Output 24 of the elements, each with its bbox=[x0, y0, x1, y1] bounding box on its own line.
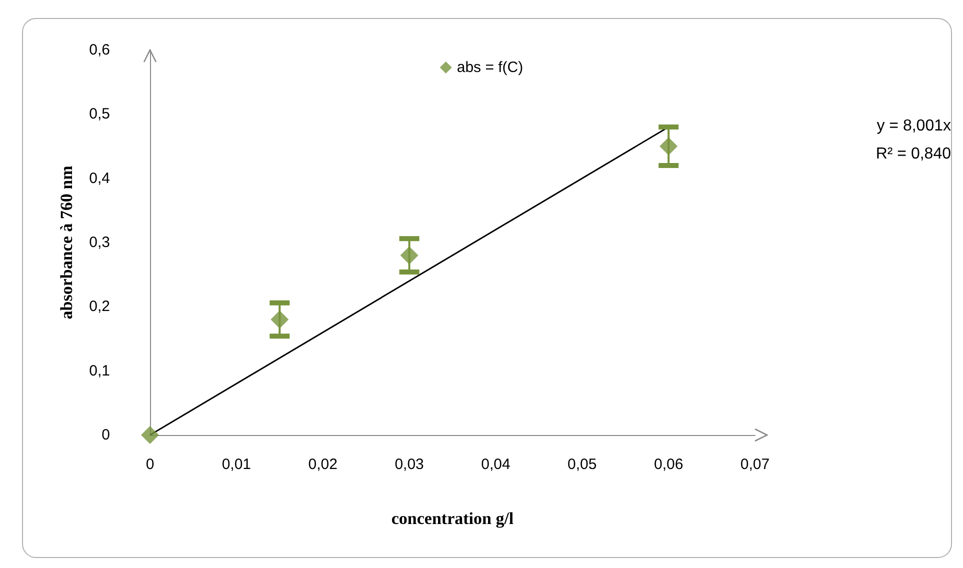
point bbox=[400, 246, 418, 264]
x-tick-label: 0,05 bbox=[568, 456, 597, 473]
y-axis-title: absorbance à 760 nm bbox=[57, 166, 76, 320]
y-tick-label: 0,2 bbox=[89, 298, 110, 316]
text: R² = 0,840 bbox=[876, 146, 952, 162]
legend-label: abs = f(C) bbox=[456, 59, 524, 76]
point bbox=[660, 137, 678, 156]
y-tick-label: 0 bbox=[102, 426, 110, 444]
x-tick-label: 0,06 bbox=[654, 456, 684, 473]
y-tick-label: 0,5 bbox=[89, 106, 110, 123]
x-axis-title: concentration g/l bbox=[391, 509, 514, 528]
y-tick-label: 0,3 bbox=[89, 234, 110, 251]
point bbox=[141, 426, 159, 444]
x-tick-label: 0,04 bbox=[481, 456, 510, 473]
x-tick-label: 0,07 bbox=[740, 456, 770, 473]
y-tick-label: 0,6 bbox=[89, 42, 110, 58]
text: y = 8,001x bbox=[876, 118, 952, 134]
x-tick-label: 0 bbox=[146, 456, 154, 473]
x-tick-label: 0,01 bbox=[222, 456, 252, 473]
y-tick-label: 0,4 bbox=[89, 170, 110, 187]
point bbox=[270, 310, 289, 328]
x-tick-label: 0,02 bbox=[308, 456, 338, 473]
x-tick-label: 0,03 bbox=[394, 456, 424, 473]
y-tick-label: 0,1 bbox=[89, 362, 110, 380]
